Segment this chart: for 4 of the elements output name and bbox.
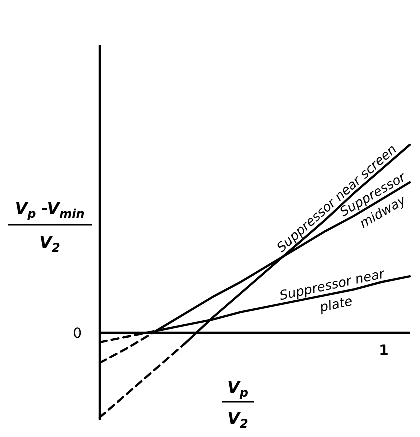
annotation: 1 [379,343,389,359]
text: 0 [73,326,82,342]
x-axis-title: V$_{p}$ V$_{2}$ [228,378,249,432]
y-axis-title: V$_{p}$ -V$_{min}$ V$_{2}$ [15,199,85,256]
